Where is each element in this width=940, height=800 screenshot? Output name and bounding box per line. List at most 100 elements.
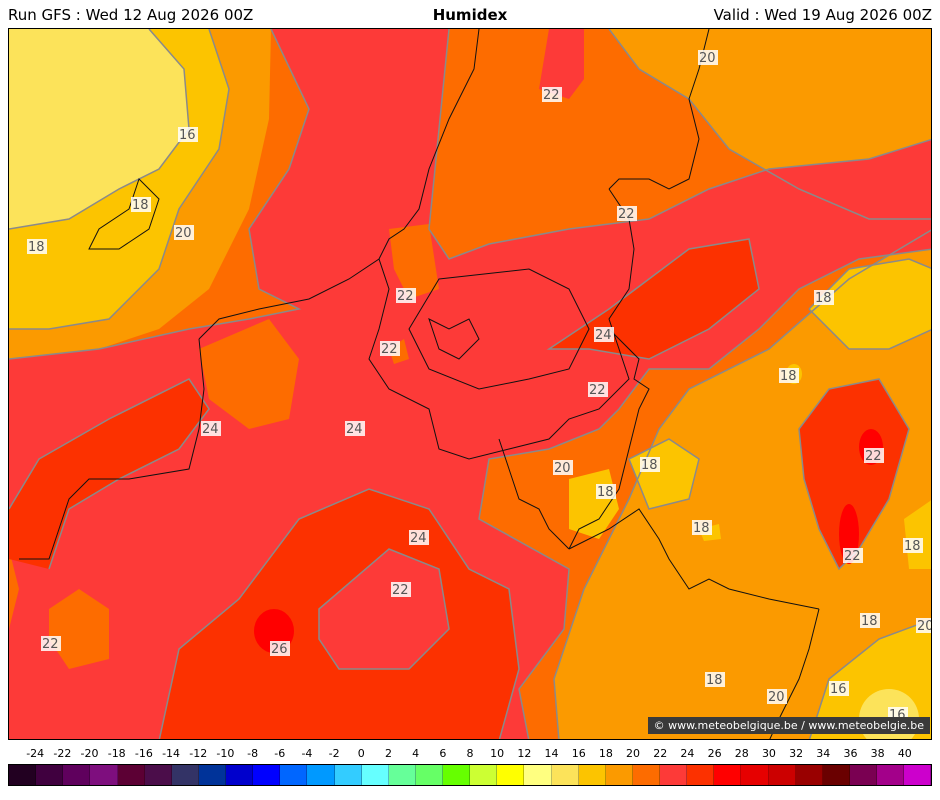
legend-swatch (63, 765, 91, 785)
contour-label: 18 (903, 538, 923, 554)
legend-swatch (144, 765, 172, 785)
legend-value: 22 (653, 747, 668, 760)
legend-value: 16 (571, 747, 586, 760)
contour-label: 24 (594, 327, 614, 343)
contour-label: 26 (270, 641, 290, 657)
contour-label: 20 (916, 618, 931, 634)
band-22-w (199, 319, 299, 429)
svg-text:18: 18 (28, 240, 45, 255)
credit-badge: © www.meteobelgique.be / www.meteobelgie… (647, 717, 930, 734)
legend-swatch (904, 765, 932, 785)
legend-value: -10 (216, 747, 235, 760)
band-26-se2 (799, 379, 909, 569)
svg-text:18: 18 (815, 291, 832, 306)
run-info: Run GFS : Wed 12 Aug 2026 00Z (8, 6, 254, 24)
legend-value: 26 (707, 747, 722, 760)
legend-swatch (253, 765, 281, 785)
legend-swatch (551, 765, 579, 785)
band-22-pocket (389, 224, 439, 299)
svg-text:20: 20 (175, 226, 192, 241)
legend-swatch (497, 765, 525, 785)
legend-value: 40 (897, 747, 912, 760)
legend-swatch (280, 765, 308, 785)
contour-label: 18 (779, 368, 799, 384)
svg-text:20: 20 (768, 690, 785, 705)
band-16-nw (9, 29, 189, 229)
legend-value: -18 (107, 747, 126, 760)
legend-swatch (714, 765, 742, 785)
contour-label: 18 (705, 672, 725, 688)
svg-text:16: 16 (179, 128, 196, 143)
legend-swatch (226, 765, 254, 785)
svg-text:20: 20 (699, 51, 716, 66)
contour-label: 22 (864, 448, 884, 464)
contour-label: 18 (692, 520, 712, 536)
legend-value: -24 (26, 747, 45, 760)
legend-value: 20 (626, 747, 641, 760)
band-24-n (539, 29, 584, 99)
contour-label: 20 (698, 50, 718, 66)
contour-label: 20 (174, 225, 194, 241)
legend-swatch (443, 765, 471, 785)
svg-text:24: 24 (202, 422, 219, 437)
contour-label: 18 (640, 457, 660, 473)
band-26-w (9, 379, 209, 569)
svg-text:20: 20 (554, 461, 571, 476)
svg-text:22: 22 (865, 449, 882, 464)
country-borders (19, 29, 820, 739)
legend-swatch (388, 765, 416, 785)
svg-text:22: 22 (381, 342, 398, 357)
svg-text:16: 16 (830, 682, 847, 697)
band-22-sw (49, 589, 109, 669)
legend-labels: -24 -22 -20 -18 -16 -14 -12 -10 -8 -6 -4 -2 0 2 4 6 8 10 1… (8, 747, 932, 763)
band-24-hole (319, 549, 449, 669)
svg-text:22: 22 (618, 207, 635, 222)
legend-swatch (795, 765, 823, 785)
svg-text:22: 22 (392, 583, 409, 598)
legend-value: -4 (301, 747, 313, 760)
svg-text:18: 18 (904, 539, 921, 554)
legend-swatch (605, 765, 633, 785)
svg-text:22: 22 (543, 88, 560, 103)
contour-label: 20 (767, 689, 787, 705)
svg-text:22: 22 (589, 383, 606, 398)
legend-swatch (361, 765, 389, 785)
contour-label: 22 (41, 636, 61, 652)
legend-swatch (687, 765, 715, 785)
contour-label: 22 (542, 87, 562, 103)
legend-value: 10 (490, 747, 505, 760)
legend-swatch (171, 765, 199, 785)
legend-swatch (415, 765, 443, 785)
legend-value: 8 (466, 747, 474, 760)
legend-value: 36 (843, 747, 858, 760)
svg-text:22: 22 (844, 549, 861, 564)
legend-value: -8 (247, 747, 259, 760)
contour-label: 22 (617, 206, 637, 222)
svg-text:18: 18 (780, 369, 797, 384)
legend-value: 32 (789, 747, 804, 760)
legend-value: 12 (517, 747, 532, 760)
legend-value: -20 (80, 747, 99, 760)
legend-value: -12 (189, 747, 208, 760)
legend-value: 38 (870, 747, 885, 760)
contour-label: 22 (588, 382, 608, 398)
contour-label: 18 (860, 613, 880, 629)
legend-color-bar (8, 764, 932, 786)
legend-swatch (660, 765, 688, 785)
legend-swatch (877, 765, 905, 785)
humidex-map: 16 18 20 18 20 22 22 22 22 24 18 18 22 24 24 20 18 18 18 22… (8, 28, 932, 740)
legend-swatch (9, 765, 37, 785)
legend-value: 28 (734, 747, 749, 760)
svg-text:18: 18 (693, 521, 710, 536)
svg-text:24: 24 (595, 328, 612, 343)
legend-swatch (117, 765, 145, 785)
legend-value: 34 (816, 747, 831, 760)
svg-text:26: 26 (271, 642, 288, 657)
contour-label: 20 (553, 460, 573, 476)
legend-value: 14 (544, 747, 559, 760)
valid-time: Valid : Wed 19 Aug 2026 00Z (713, 6, 932, 24)
legend-value: -14 (162, 747, 181, 760)
legend-swatch (470, 765, 498, 785)
band-24-main (9, 29, 931, 739)
contour-label: 16 (829, 681, 849, 697)
